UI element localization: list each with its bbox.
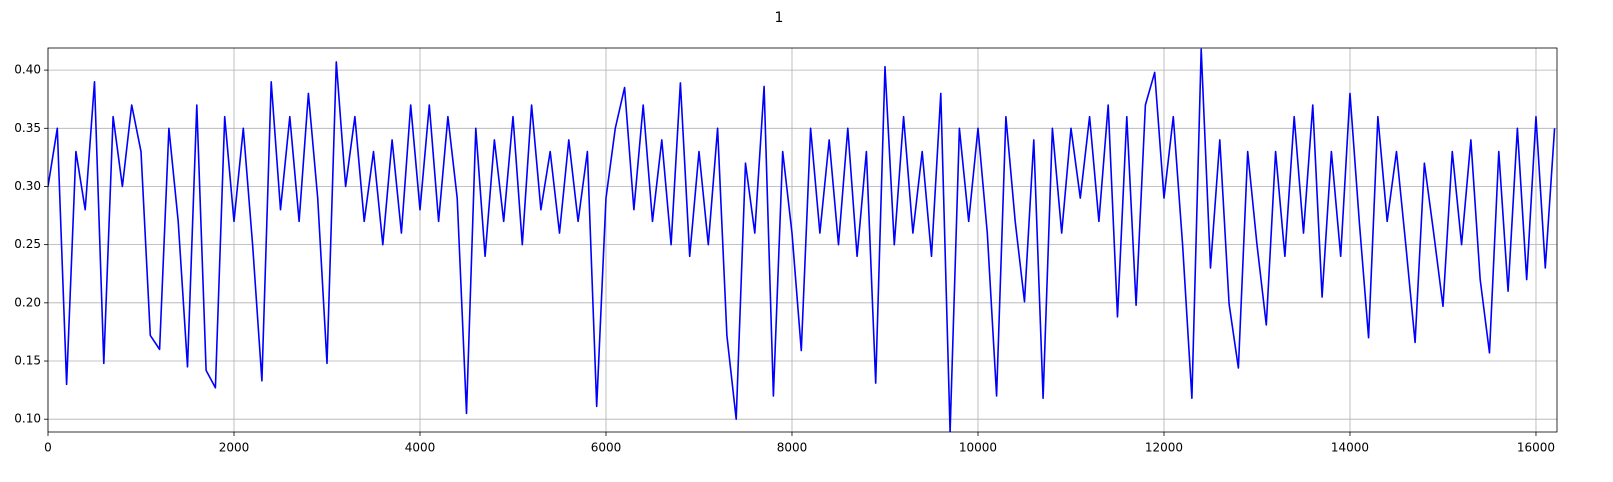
x-tick-label: 0 — [44, 441, 52, 455]
y-tick-label: 0.30 — [14, 179, 41, 193]
x-tick-label: 12000 — [1145, 441, 1183, 455]
ticks: 0 2000 4000 6000 8000 10000 12000 14000 16000 0.1… — [14, 63, 1555, 455]
x-tick-label: 4000 — [405, 441, 436, 455]
y-tick-label: 0.20 — [14, 295, 41, 309]
x-tick-label: 6000 — [591, 441, 622, 455]
y-tick-label: 0.35 — [14, 121, 41, 135]
y-tick-label: 0.40 — [14, 63, 41, 77]
x-tick-label: 8000 — [777, 441, 808, 455]
x-tick-label: 10000 — [959, 441, 997, 455]
y-tick-label: 0.15 — [14, 354, 41, 368]
x-tick-label: 14000 — [1331, 441, 1369, 455]
grid — [47, 48, 1557, 432]
x-tick-label: 2000 — [219, 441, 250, 455]
axes-frame — [47, 47, 1558, 433]
y-tick-label: 0.10 — [14, 412, 41, 426]
chart-title: 1 — [775, 10, 784, 26]
x-tick-label: 16000 — [1517, 441, 1555, 455]
plot-area — [48, 48, 1556, 432]
data-line — [48, 48, 1556, 432]
y-tick-label: 0.25 — [14, 237, 41, 251]
